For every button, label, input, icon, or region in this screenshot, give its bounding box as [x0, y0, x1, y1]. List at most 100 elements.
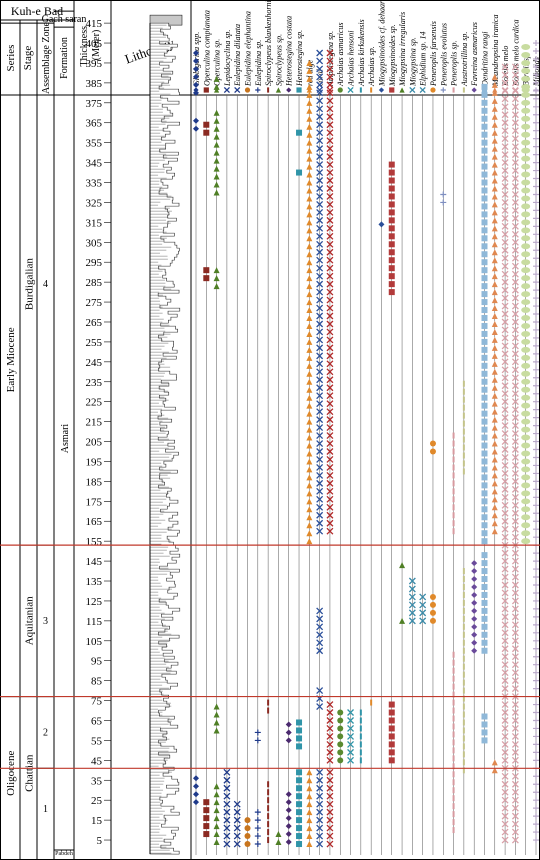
taxon-marker-square — [388, 249, 395, 256]
taxon-marker-xcross — [511, 71, 519, 79]
taxon-marker-triangle — [306, 362, 313, 369]
taxon-marker-ellipse — [521, 442, 531, 449]
taxon-marker-xcross — [326, 320, 334, 328]
taxon-marker-xcross — [511, 230, 519, 238]
taxon-name: Operculina sp. — [213, 39, 222, 86]
taxon-marker-cross — [233, 816, 241, 824]
taxon-marker-cross — [316, 416, 324, 424]
taxon-marker-triangle — [491, 161, 498, 168]
taxon-marker-xcross — [511, 175, 519, 182]
taxon-marker-ellipse — [521, 163, 531, 170]
taxon-marker-dash — [452, 651, 455, 658]
taxon-marker-plus — [533, 757, 539, 764]
taxon-marker-square — [296, 743, 303, 750]
taxon-marker-square — [296, 785, 303, 792]
taxon-marker-plus — [533, 749, 539, 756]
thickness-tick-label: 415 — [86, 18, 103, 30]
taxon-marker-triangle — [306, 442, 313, 449]
taxon-marker-xcross — [326, 113, 334, 121]
taxon-marker-dash — [359, 733, 362, 740]
thickness-tick-label: 195 — [86, 456, 103, 468]
taxon-marker-square — [203, 121, 210, 128]
taxon-marker-dash — [452, 819, 455, 826]
taxon-marker-ellipse — [521, 418, 531, 425]
taxon-marker-diamond — [286, 87, 292, 93]
taxon-marker-plus — [533, 454, 539, 461]
taxon-marker-triangle — [491, 392, 498, 399]
taxon-marker-cross — [316, 296, 324, 304]
thickness-tick-label: 155 — [86, 536, 103, 548]
taxon-marker-xcross — [501, 198, 509, 206]
taxon-marker-xcross — [501, 820, 509, 828]
taxon-marker-triangle — [306, 195, 313, 202]
taxon-marker-dash — [267, 813, 270, 820]
taxon-marker-dash — [452, 659, 455, 666]
taxon-marker-xcross — [511, 398, 519, 406]
taxon-marker-square — [388, 193, 395, 200]
taxon-marker-cross — [316, 121, 324, 129]
taxon-marker-xcross — [511, 366, 519, 374]
taxon-marker-square — [481, 506, 488, 513]
taxon-marker-triangle — [399, 562, 406, 569]
taxon-marker-dash — [462, 444, 465, 451]
thickness-tick-label: 265 — [86, 317, 103, 329]
taxon-marker-plus — [533, 350, 539, 357]
taxon-marker-xcross — [511, 103, 519, 111]
taxon-marker-cross — [316, 97, 324, 105]
taxon-marker-cross — [316, 344, 324, 352]
taxon-marker-xcross — [326, 232, 334, 240]
taxon-marker-dash — [452, 811, 455, 818]
taxon-marker-square — [481, 639, 488, 646]
taxon-marker-plus — [533, 382, 539, 389]
taxon-marker-square — [481, 458, 488, 465]
taxon-name: Peneroplis farsensis — [429, 21, 438, 87]
taxon-marker-triangle — [491, 217, 498, 224]
taxon-marker-xcross — [326, 352, 334, 360]
thickness-header-line2: (Meter) — [91, 30, 102, 61]
taxon-marker-triangle — [213, 823, 220, 830]
taxon-marker-xcross — [511, 653, 519, 661]
taxon-marker-plus — [533, 247, 539, 254]
taxon-marker-ellipse — [521, 315, 531, 322]
taxon-marker-xcross — [511, 79, 519, 87]
taxon-marker-triangle — [491, 257, 498, 264]
thickness-tick-label: 95 — [91, 656, 103, 668]
taxon-marker-xcross — [326, 840, 334, 848]
taxon-marker-square — [388, 709, 395, 716]
taxon-marker-xcross — [511, 374, 519, 382]
taxon-marker-plus — [533, 135, 539, 142]
taxon-marker-diamond — [471, 576, 478, 583]
taxon-marker-triangle — [491, 97, 498, 104]
taxon-marker-plus — [533, 111, 539, 118]
taxon-marker-square — [481, 87, 488, 93]
taxon-marker-circle — [244, 817, 251, 824]
taxon-marker-diamond — [378, 87, 385, 93]
taxon-marker-xcross — [501, 613, 509, 621]
taxon-marker-xcross — [511, 629, 519, 637]
taxon-marker-ellipse — [521, 59, 531, 66]
taxon-name: Archaias asmaricus — [336, 23, 345, 87]
taxon-marker-ellipse — [521, 51, 531, 58]
taxon-marker-xcross — [501, 183, 509, 190]
taxon-marker-square — [481, 243, 488, 250]
taxon-marker-square — [388, 273, 395, 280]
taxon-marker-xcross — [326, 185, 334, 192]
taxon-marker-dash — [462, 87, 465, 93]
taxon-marker-xcross — [326, 89, 334, 97]
taxon-marker-square — [481, 729, 488, 736]
taxon-marker-xcross — [326, 776, 334, 784]
taxon-marker-xcross — [511, 517, 519, 525]
taxon-marker-ellipse — [521, 155, 531, 162]
taxon-marker-triangle — [306, 378, 313, 385]
taxon-marker-triangle — [213, 703, 220, 710]
taxon-marker-triangle — [491, 520, 498, 527]
taxa-header: Globigerina spp.Operculina complanataOpe… — [192, 0, 540, 94]
taxon-marker-plus — [533, 119, 539, 126]
taxon-marker-xcross — [326, 216, 334, 224]
taxon-marker-triangle — [399, 87, 405, 93]
taxon-marker-xcross — [501, 214, 509, 222]
taxon-marker-xcross — [511, 135, 519, 143]
taxon-marker-cross — [233, 800, 241, 808]
taxon-marker-plus — [533, 789, 539, 796]
taxon-marker-square — [481, 235, 488, 242]
